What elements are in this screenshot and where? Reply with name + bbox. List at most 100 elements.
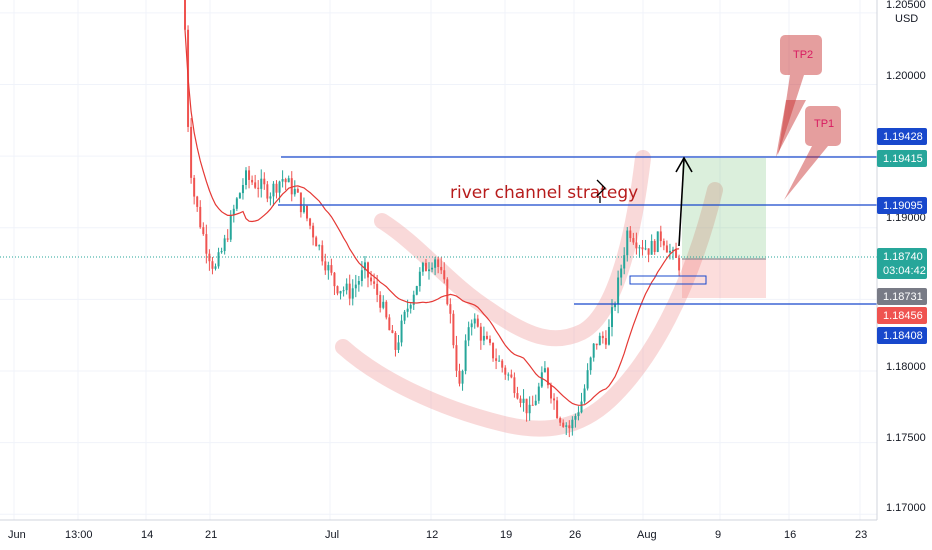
candle-body — [357, 281, 360, 285]
price-tag-1-19428: 1.19428 — [883, 131, 923, 143]
candle-body — [400, 320, 403, 343]
candle-body — [278, 181, 281, 193]
tp2-callout[interactable]: TP2 — [776, 35, 822, 157]
candle-body — [363, 262, 366, 271]
candle-body — [321, 245, 324, 262]
candle-body — [296, 188, 299, 193]
candle-body — [586, 370, 589, 389]
candle-body — [665, 245, 668, 253]
time-tick-12: 12 — [426, 529, 438, 541]
candle-body — [495, 358, 498, 361]
position-tool[interactable] — [682, 158, 766, 298]
price-tags: 1.19428 1.19415 1.19095 1.18740 03:04:42… — [877, 128, 927, 344]
candle-body — [415, 286, 418, 295]
horizontal-levels[interactable] — [278, 156, 877, 305]
candle-body — [565, 425, 568, 427]
candles — [184, 0, 681, 438]
candle-body — [394, 332, 397, 350]
candle-body — [583, 388, 586, 402]
candle-body — [199, 206, 202, 228]
candle-body — [370, 277, 373, 282]
candle-body — [232, 208, 235, 215]
price-axis[interactable]: 1.20500 USD 1.20000 1.19000 1.18000 1.17… — [876, 0, 926, 520]
candle-body — [391, 330, 394, 333]
candle-body — [662, 241, 665, 246]
countdown-timer: 03:04:42 — [883, 265, 926, 277]
candle-body — [632, 238, 635, 243]
candle-body — [339, 291, 342, 294]
candle-body — [614, 304, 617, 308]
price-tag-1-19415: 1.19415 — [883, 153, 923, 165]
time-tick-23: 23 — [855, 529, 867, 541]
price-tag-current: 1.18740 — [883, 251, 923, 263]
candle-body — [373, 281, 376, 284]
candle-body — [553, 398, 556, 401]
candle-body — [592, 343, 595, 358]
candle-body — [540, 372, 543, 387]
time-axis[interactable]: Jun 13:00 14 21 Jul 12 19 26 Aug 9 16 23 — [0, 519, 877, 541]
price-tag-1-18731: 1.18731 — [883, 291, 923, 303]
candle-body — [516, 393, 519, 399]
price-tick-1-17000: 1.17000 — [886, 502, 926, 514]
channel-upper-curve — [374, 150, 651, 347]
candle-body — [501, 360, 504, 368]
candle-body — [293, 188, 296, 195]
candle-body — [382, 301, 385, 308]
candle-body — [260, 178, 263, 189]
candle-body — [312, 225, 315, 238]
tp1-callout[interactable]: TP1 — [784, 106, 841, 200]
candle-body — [421, 262, 424, 272]
moving-average-line — [184, 29, 680, 406]
candle-body — [238, 193, 241, 199]
candle-body — [266, 184, 269, 199]
time-tick-aug: Aug — [637, 529, 657, 541]
candle-body — [226, 238, 229, 240]
candle-body — [351, 288, 354, 299]
candle-body — [275, 183, 278, 193]
time-tick-jul: Jul — [325, 529, 339, 541]
candle-body — [241, 185, 244, 194]
time-tick-16: 16 — [784, 529, 796, 541]
candle-body — [336, 286, 339, 294]
candle-body — [485, 335, 488, 339]
candle-body — [659, 231, 662, 242]
profit-zone — [682, 158, 766, 259]
price-tag-1-18456: 1.18456 — [883, 310, 923, 322]
strategy-annotation[interactable]: river channel strategy — [450, 183, 638, 203]
candle-body — [519, 398, 522, 403]
loss-zone — [682, 259, 766, 298]
candle-body — [424, 262, 427, 272]
candle-body — [589, 357, 592, 371]
candle-body — [672, 249, 674, 251]
support-box[interactable] — [629, 275, 707, 285]
candle-body — [324, 261, 327, 271]
candle-body — [489, 338, 491, 343]
target-arrow[interactable] — [675, 156, 693, 247]
candle-body — [302, 205, 305, 213]
candle-body — [406, 308, 409, 312]
candle-body — [629, 230, 632, 239]
candle-body — [644, 248, 647, 250]
time-tick-14: 14 — [141, 529, 153, 541]
candle-body — [626, 230, 629, 256]
candle-body — [464, 340, 467, 371]
candle-body — [360, 270, 363, 282]
price-tick-1-19000: 1.19000 — [886, 212, 926, 224]
candle-body — [513, 377, 516, 394]
candle-body — [257, 187, 260, 189]
time-tick-21: 21 — [205, 529, 217, 541]
candle-body — [638, 247, 641, 249]
candle-body — [397, 342, 400, 350]
candle-body — [208, 253, 211, 262]
candle-body — [470, 323, 473, 328]
candle-body — [379, 294, 382, 308]
candle-body — [571, 419, 574, 429]
candle-body — [623, 255, 626, 269]
candle-body — [568, 425, 571, 429]
candle-body — [656, 231, 659, 252]
candle-body — [220, 251, 223, 253]
candle-body — [235, 198, 238, 209]
candle-body — [202, 227, 205, 235]
